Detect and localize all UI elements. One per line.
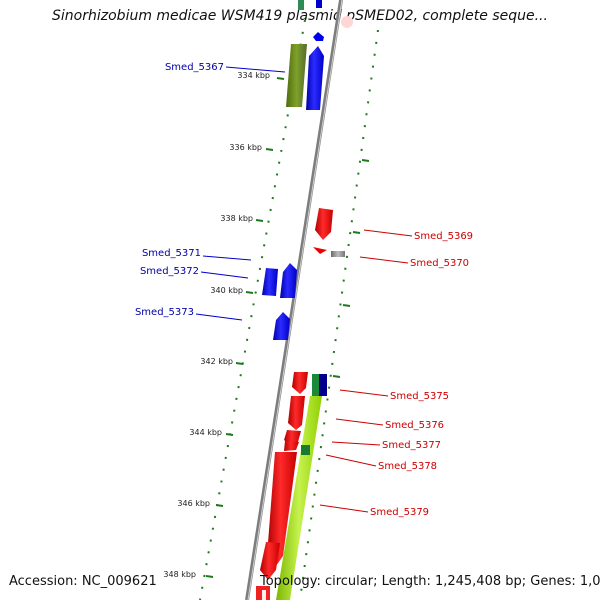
accession-text: Accession: NC_009621 xyxy=(9,574,157,589)
gene-smed-5367[interactable] xyxy=(313,32,324,41)
gene-smed-5379[interactable] xyxy=(267,452,297,566)
tick-label-336: 336 kbp xyxy=(229,143,262,152)
left-leader-lines xyxy=(195,66,286,321)
top-green-block xyxy=(298,0,304,10)
gene-smed-5377b[interactable] xyxy=(284,441,299,451)
gene-smed-5378-lime[interactable] xyxy=(276,396,322,600)
gene-label-smed-5377[interactable]: Smed_5377 xyxy=(382,440,441,451)
gene-red-lower[interactable] xyxy=(260,542,280,580)
gene-smed-5370-gray[interactable] xyxy=(331,251,345,257)
right-leader-lines xyxy=(319,229,413,513)
genome-backbone xyxy=(245,0,343,600)
gene-label-smed-5376[interactable]: Smed_5376 xyxy=(385,420,444,431)
gene-forward-334[interactable] xyxy=(306,46,324,110)
gene-white-bottom xyxy=(262,590,266,600)
map-title: Sinorhizobium medicae WSM419 plasmid pSM… xyxy=(52,8,548,24)
gene-smed-5371[interactable] xyxy=(262,268,278,296)
gene-smed-5378-green[interactable] xyxy=(301,445,310,455)
tick-label-344: 344 kbp xyxy=(189,428,222,437)
gene-label-smed-5371[interactable]: Smed_5371 xyxy=(142,248,201,259)
gene-smed-5369[interactable] xyxy=(315,208,333,240)
gene-smed-5373[interactable] xyxy=(273,312,290,340)
gene-label-smed-5373[interactable]: Smed_5373 xyxy=(135,307,194,318)
gene-smed-5367-olive-block[interactable] xyxy=(286,44,307,107)
gene-label-smed-5378[interactable]: Smed_5378 xyxy=(378,461,437,472)
right-ring-ticks xyxy=(332,159,370,378)
tick-label-340: 340 kbp xyxy=(210,286,243,295)
gene-smed-5376[interactable] xyxy=(288,396,305,430)
top-marker xyxy=(341,16,353,28)
gene-smed-5375[interactable] xyxy=(292,372,308,394)
gene-smed-5375-green[interactable] xyxy=(312,374,320,396)
top-blue-block xyxy=(316,0,322,8)
tick-marks xyxy=(205,77,285,578)
tick-label-334: 334 kbp xyxy=(237,71,270,80)
right-dotted-ring xyxy=(299,29,379,600)
gene-label-smed-5369[interactable]: Smed_5369 xyxy=(414,231,473,242)
tick-label-348: 348 kbp xyxy=(163,570,196,579)
gene-label-smed-5375[interactable]: Smed_5375 xyxy=(390,391,449,402)
gene-smed-5375-navy[interactable] xyxy=(319,374,327,396)
tick-label-338: 338 kbp xyxy=(220,214,253,223)
topology-stats-text: Topology: circular; Length: 1,245,408 bp… xyxy=(260,574,600,589)
gene-label-smed-5379[interactable]: Smed_5379 xyxy=(370,507,429,518)
tick-label-342: 342 kbp xyxy=(200,357,233,366)
gene-smed-5370-red[interactable] xyxy=(313,247,327,254)
gene-smed-5372[interactable] xyxy=(280,263,297,298)
gene-label-smed-5370[interactable]: Smed_5370 xyxy=(410,258,469,269)
genome-backbone-highlight xyxy=(247,0,343,600)
gene-label-smed-5367[interactable]: Smed_5367 xyxy=(165,62,224,73)
gene-label-smed-5372[interactable]: Smed_5372 xyxy=(140,266,199,277)
tick-label-346: 346 kbp xyxy=(177,499,210,508)
